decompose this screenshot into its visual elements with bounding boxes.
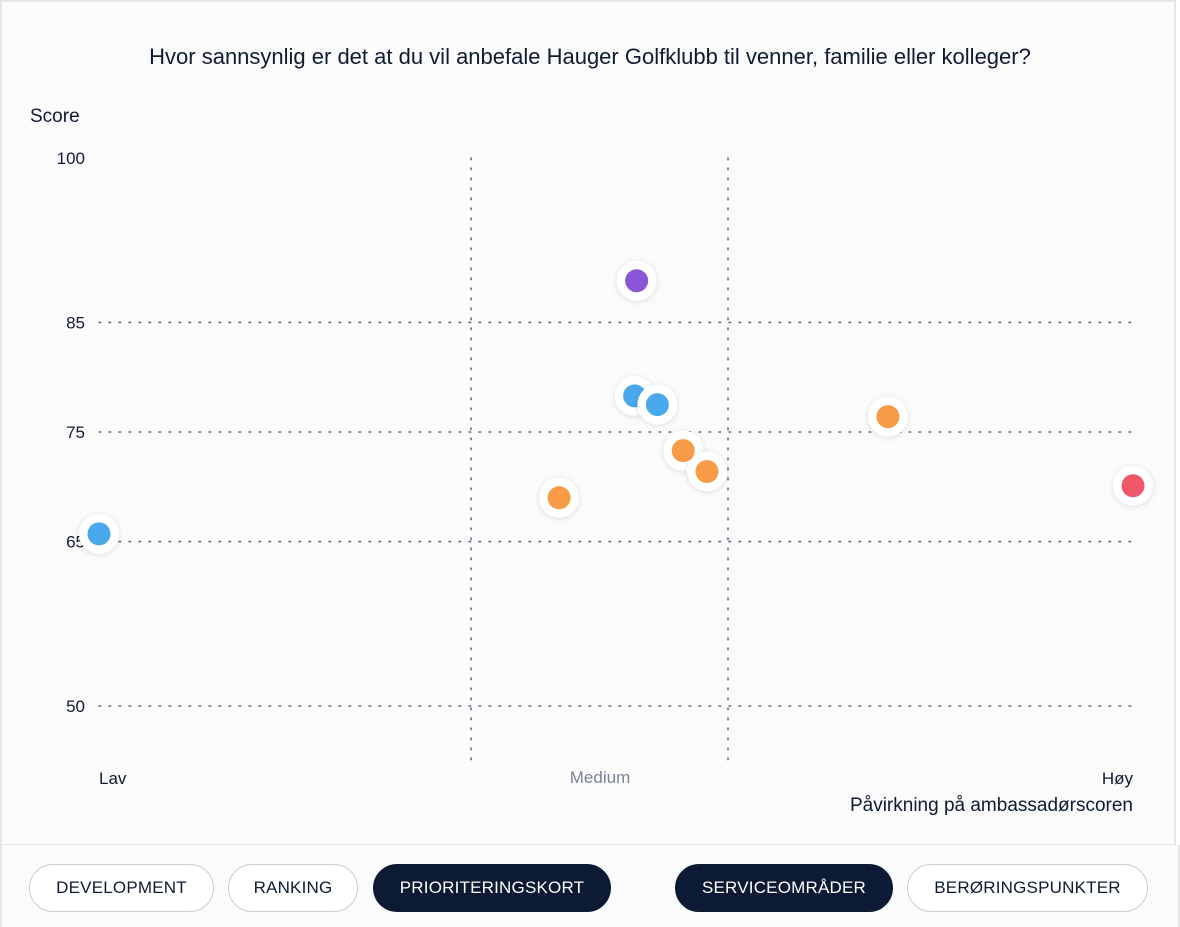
tab-beroringspunkter-label: BERØRINGSPUNKTER [934,878,1121,897]
data-point[interactable] [867,396,908,437]
tab-ranking[interactable]: RANKING [228,864,358,912]
data-point[interactable] [616,260,657,301]
question-title: Hvor sannsynlig er det at du vil anbefal… [149,44,1031,69]
x-label-low: Lav [99,769,127,788]
data-point[interactable] [79,513,119,554]
data-point-dot [671,439,695,463]
data-point-dot [547,486,571,510]
x-label-medium: Medium [570,768,630,787]
data-point-dot [1121,474,1145,498]
y-tick-label: 75 [66,423,85,442]
data-point[interactable] [686,451,727,492]
y-tick-label: 85 [66,313,85,332]
x-axis-title: Påvirkning på ambassadørscoren [850,795,1133,816]
data-point[interactable] [637,384,678,425]
data-point-dot [695,459,719,483]
tab-prioriteringskort-label: PRIORITERINGSKORT [399,878,585,897]
y-tick-label: 100 [57,149,85,168]
data-point-dot [87,522,111,546]
tab-serviceomrader-label: SERVICEOMRÅDER [701,878,867,897]
tab-development[interactable]: DEVELOPMENT [29,864,214,912]
x-label-high: Høy [1102,769,1134,788]
y-tick-label: 50 [66,697,85,716]
tab-serviceomrader[interactable]: SERVICEOMRÅDER [675,864,893,912]
tab-prioriteringskort[interactable]: PRIORITERINGSKORT [373,864,611,912]
data-point-dot [625,269,649,293]
data-point-dot [876,405,900,429]
tab-beroringspunkter[interactable]: BERØRINGSPUNKTER [907,864,1148,912]
data-point[interactable] [1113,465,1153,506]
data-point[interactable] [539,477,580,518]
y-axis-label: Score [30,106,80,127]
chart-panel: Hvor sannsynlig er det at du vil anbefal… [0,0,1176,845]
data-point-dot [645,393,669,417]
tab-ranking-label: RANKING [253,878,333,897]
tab-development-label: DEVELOPMENT [56,878,187,897]
